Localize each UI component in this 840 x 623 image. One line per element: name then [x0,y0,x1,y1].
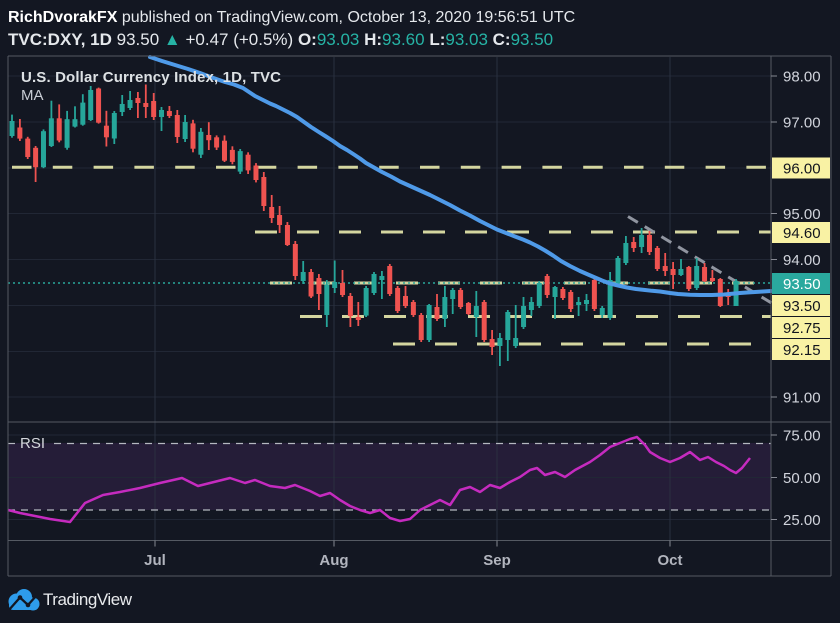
svg-text:97.00: 97.00 [783,115,821,132]
svg-text:93.50: 93.50 [783,298,821,315]
svg-text:Jul: Jul [144,552,166,569]
svg-text:RSI: RSI [20,435,45,452]
svg-text:92.15: 92.15 [783,342,821,359]
svg-text:96.00: 96.00 [783,161,821,178]
svg-text:U.S. Dollar Currency Index, 1D: U.S. Dollar Currency Index, 1D, TVC [21,69,281,86]
svg-text:92.75: 92.75 [783,320,821,337]
svg-text:94.00: 94.00 [783,252,821,269]
svg-text:50.00: 50.00 [783,470,821,487]
svg-text:Aug: Aug [319,552,348,569]
svg-text:MA: MA [21,87,44,104]
svg-text:95.00: 95.00 [783,206,821,223]
svg-text:91.00: 91.00 [783,390,821,407]
svg-text:75.00: 75.00 [783,428,821,445]
svg-text:Sep: Sep [483,552,511,569]
svg-text:25.00: 25.00 [783,512,821,529]
svg-text:93.50: 93.50 [783,276,821,293]
svg-text:98.00: 98.00 [783,69,821,86]
svg-text:RichDvorakFX published on Trad: RichDvorakFX published on TradingView.co… [8,9,575,26]
svg-text:TradingView: TradingView [43,590,133,609]
svg-text:94.60: 94.60 [783,225,821,242]
svg-text:TVC:DXY, 1D 93.50 ▲ +0.47 (+0.: TVC:DXY, 1D 93.50 ▲ +0.47 (+0.5%) O:93.0… [8,30,553,49]
svg-text:Oct: Oct [657,552,682,569]
